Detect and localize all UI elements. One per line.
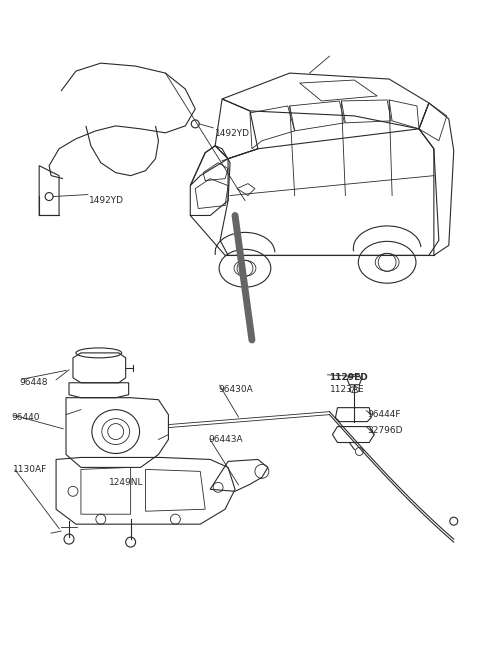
Text: 1129ED: 1129ED — [329, 373, 368, 382]
Text: 96443A: 96443A — [208, 434, 243, 443]
Text: 96440: 96440 — [12, 413, 40, 422]
Text: 1492YD: 1492YD — [89, 196, 124, 204]
Text: 1249NL: 1249NL — [109, 478, 143, 487]
Text: 96448: 96448 — [19, 378, 48, 387]
Text: 32796D: 32796D — [367, 426, 403, 434]
Text: 96430A: 96430A — [218, 384, 253, 394]
Text: 96444F: 96444F — [367, 409, 401, 419]
Text: 1492YD: 1492YD — [215, 129, 250, 138]
Text: 1123AE: 1123AE — [329, 384, 364, 394]
Text: 1130AF: 1130AF — [13, 466, 48, 474]
